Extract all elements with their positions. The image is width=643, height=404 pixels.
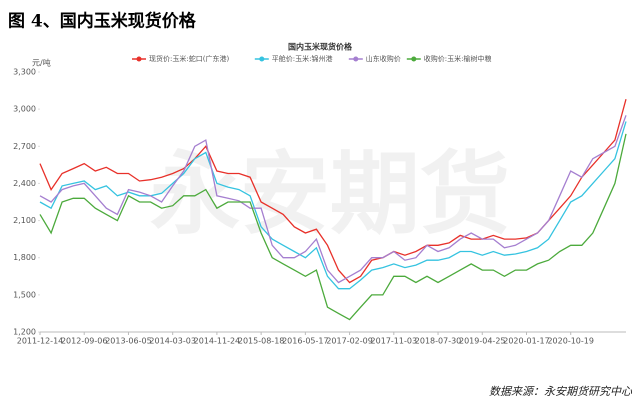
x-tick-label: 2018-07-30: [415, 337, 462, 346]
x-tick-label: 2019-04-25: [459, 337, 506, 346]
y-tick-label: 2,100: [13, 216, 36, 225]
x-tick-label: 2014-11-24: [194, 337, 241, 346]
y-tick-label: 2,700: [13, 142, 36, 151]
x-tick-label: 2020-10-19: [547, 337, 594, 346]
legend-label: 收购价:玉米:榆树中粮: [424, 54, 492, 63]
y-axis-label: 元/吨: [32, 58, 51, 68]
source: 数据来源：永安期货研究中心: [489, 385, 633, 398]
heading: 图 4、国内玉米现货价格: [8, 11, 197, 32]
y-tick-label: 2,400: [13, 179, 36, 188]
y-tick-label: 3,300: [13, 68, 36, 77]
x-tick-label: 2012-09-06: [61, 337, 108, 346]
legend-marker: [353, 56, 359, 62]
chart-title: 国内玉米现货价格: [288, 42, 353, 52]
y-tick-label: 1,800: [13, 253, 36, 262]
x-tick-label: 2020-01-17: [503, 337, 550, 346]
x-tick-label: 2011-12-14: [17, 337, 64, 346]
legend-label: 现货价:玉米:蛇口(广东港): [149, 54, 229, 63]
series-line: [39, 121, 627, 290]
legend-marker: [411, 56, 417, 62]
y-tick-label: 1,200: [13, 328, 36, 337]
x-tick-label: 2014-03-03: [149, 337, 196, 346]
y-tick-label: 3,000: [13, 105, 36, 114]
legend-label: 山东收购价: [366, 54, 401, 63]
legend-marker: [136, 56, 142, 62]
x-tick-label: 2015-08-18: [238, 337, 285, 346]
watermark: 永安期货: [150, 142, 510, 247]
x-tick-label: 2016-05-17: [282, 337, 329, 346]
series-line: [39, 115, 627, 284]
y-tick-label: 1,500: [13, 290, 36, 299]
legend-marker: [259, 56, 265, 62]
x-tick-label: 2017-02-09: [326, 337, 373, 346]
series-line: [39, 133, 627, 321]
series-line: [39, 99, 627, 284]
x-tick-label: 2013-06-05: [105, 337, 152, 346]
x-tick-label: 2017-11-03: [371, 337, 418, 346]
legend-label: 平舱价:玉米:锦州港: [272, 54, 333, 63]
